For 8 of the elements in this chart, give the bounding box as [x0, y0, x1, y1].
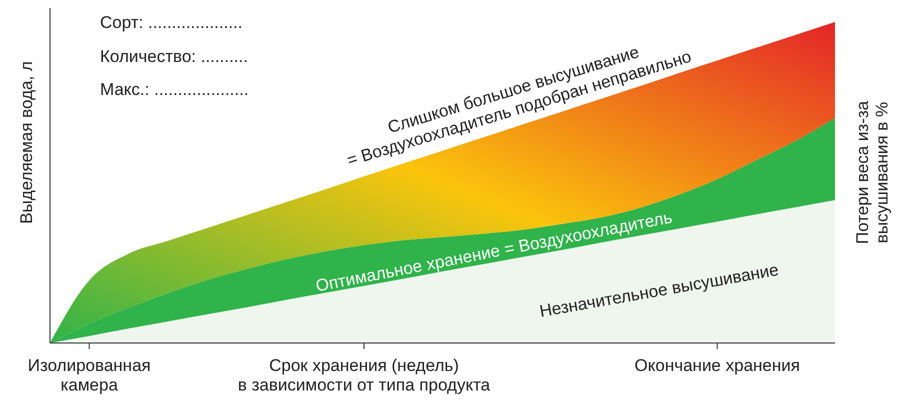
annotation: Количество: .......... — [100, 47, 248, 66]
x-tick-label: Изолированная камера — [28, 356, 151, 395]
x-tick-label: Окончание хранения — [634, 356, 800, 375]
y-axis-title: Выделяемая вода, л — [17, 61, 36, 224]
annotation: Сорт: .................... — [100, 13, 243, 32]
x-tick-label: Срок хранения (недель) в зависимости от типа продукта — [238, 356, 491, 395]
y2-axis-title: Потери веса из-за высушивания в % — [853, 100, 892, 244]
annotation: Макс.: .................... — [100, 80, 249, 99]
